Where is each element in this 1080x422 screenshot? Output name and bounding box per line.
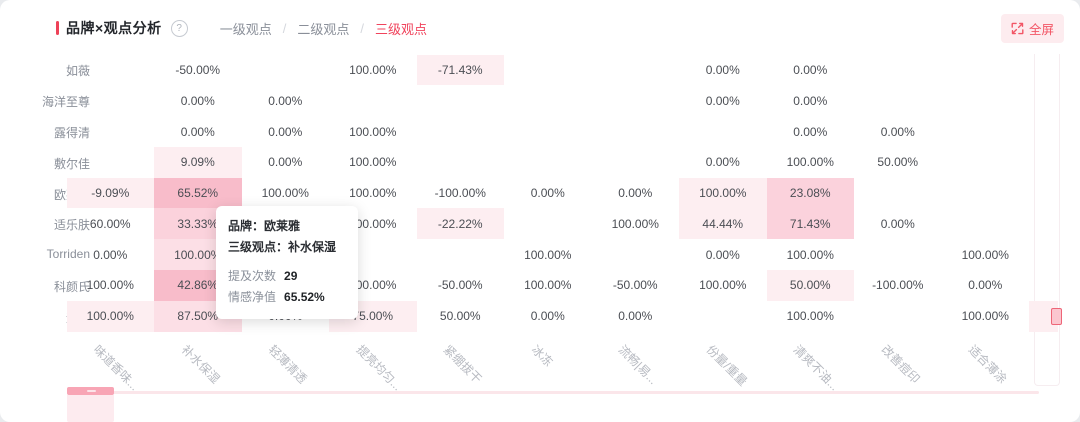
title-accent-bar <box>56 21 59 35</box>
heatmap-cell[interactable]: 60.00% <box>89 216 131 231</box>
y-axis-label: Torriden <box>46 247 90 262</box>
heatmap-cell[interactable]: 0.00% <box>618 309 653 324</box>
x-axis-label: 轻薄清透 <box>265 342 310 387</box>
heatmap-cell[interactable]: 100.00% <box>961 247 1009 262</box>
horizontal-scrollbar-window[interactable] <box>67 395 114 422</box>
tab-separator: / <box>282 20 287 36</box>
heatmap-cell[interactable]: 100.00% <box>349 155 397 170</box>
heatmap-cell[interactable]: 0.00% <box>268 155 303 170</box>
heatmap-cell[interactable]: -22.22% <box>416 208 504 240</box>
heatmap-cell[interactable]: 0.00% <box>793 93 828 108</box>
fullscreen-button[interactable]: 全屏 <box>1000 13 1064 43</box>
heatmap-cell[interactable]: 100.00% <box>524 278 572 293</box>
heatmap-cell[interactable]: 50.00% <box>766 269 854 301</box>
heatmap-cell[interactable]: 100.00% <box>699 278 747 293</box>
heatmap-cell[interactable]: 100.00% <box>349 124 397 139</box>
heatmap-cell[interactable]: 0.00% <box>268 124 303 139</box>
heatmap-cell[interactable]: 9.09% <box>154 146 242 178</box>
heatmap-cell[interactable]: 50.00% <box>877 155 919 170</box>
heatmap-tooltip: 品牌：欧莱雅 三级观点：补水保湿 提及次数 29 情感净值 65.52% <box>216 206 358 319</box>
heatmap-cell[interactable]: 100.00% <box>786 247 834 262</box>
heatmap-cell[interactable]: 50.00% <box>439 309 481 324</box>
x-axis-label: 份量/重量 <box>703 342 750 389</box>
heatmap-cell[interactable]: 0.00% <box>180 93 215 108</box>
heatmap-cell[interactable]: 100.00% <box>786 155 834 170</box>
tab-level-3[interactable]: 三级观点 <box>374 21 427 37</box>
heatmap-cell[interactable]: -50.00% <box>437 278 483 293</box>
y-axis-label: 敷尔佳 <box>53 156 90 171</box>
heatmap-cell[interactable]: 0.00% <box>93 247 128 262</box>
heatmap-cell[interactable]: 100.00% <box>611 216 659 231</box>
heatmap-cell[interactable]: -50.00% <box>612 278 658 293</box>
help-icon[interactable]: ? <box>170 19 188 37</box>
tab-separator: / <box>360 20 364 36</box>
heatmap-cell[interactable]: 23.08% <box>766 177 854 209</box>
horizontal-scrollbar-thumb[interactable] <box>67 387 114 395</box>
panel-title: 品牌×观点分析 <box>66 20 162 36</box>
heatmap-cell[interactable]: 71.43% <box>766 208 854 240</box>
heatmap-cell[interactable]: 0.00% <box>968 278 1003 293</box>
heatmap-cell[interactable]: 0.00% <box>705 247 740 262</box>
y-axis-label: 适乐肤 <box>53 218 90 233</box>
heatmap-cell[interactable]: -50.00% <box>175 62 221 77</box>
heatmap-cell[interactable]: 0.00% <box>618 186 653 201</box>
x-axis-label: 清爽不油... <box>790 342 842 394</box>
heatmap-cell[interactable]: 100.00% <box>524 247 572 262</box>
heatmap-cell[interactable]: 100.00% <box>349 216 397 231</box>
heatmap-cell[interactable]: 0.00% <box>180 124 215 139</box>
tooltip-brand-line: 品牌：欧莱雅 <box>228 219 301 233</box>
heatmap-cell[interactable]: 100.00% <box>349 278 397 293</box>
heatmap-cell[interactable]: 100.00% <box>786 309 834 324</box>
heatmap-cell[interactable]: 100.00% <box>66 300 154 332</box>
x-axis-label: 改善痘印 <box>878 342 923 387</box>
heatmap-cell[interactable]: 100.00% <box>86 278 134 293</box>
x-axis-label: 适合薄涂 <box>965 342 1010 387</box>
fullscreen-icon <box>1011 22 1024 34</box>
heatmap-cell[interactable]: -100.00% <box>434 186 486 201</box>
heatmap-cell[interactable]: 0.00% <box>530 309 565 324</box>
heatmap-cell[interactable]: 100.00% <box>961 309 1009 324</box>
heatmap-cell[interactable]: -100.00% <box>872 278 924 293</box>
heatmap-cell[interactable]: 0.00% <box>705 62 740 77</box>
y-axis-label: 露得清 <box>53 126 90 141</box>
x-axis-label: 冰冻 <box>528 342 556 370</box>
horizontal-scrollbar-track[interactable] <box>67 391 1039 394</box>
heatmap-cell[interactable]: 100.00% <box>261 186 309 201</box>
heatmap-cell[interactable]: 0.00% <box>793 124 828 139</box>
vertical-scrollbar-handle[interactable] <box>1051 308 1062 325</box>
tab-level-2[interactable]: 二级观点 <box>297 21 350 37</box>
x-axis-label: 流畅|易... <box>615 342 661 388</box>
tooltip-level-line: 三级观点：补水保湿 <box>228 240 337 254</box>
level-tabs: 一级观点 / 二级观点 / 三级观点 <box>218 19 429 38</box>
fullscreen-label: 全屏 <box>1028 22 1054 37</box>
heatmap-cell[interactable]: 0.00% <box>530 186 565 201</box>
partial-next-column <box>1034 54 1060 386</box>
heatmap-cell[interactable]: 100.00% <box>349 62 397 77</box>
tooltip-mentions-line: 提及次数 29 <box>228 269 298 283</box>
heatmap-cell[interactable]: 0.00% <box>705 155 740 170</box>
heatmap-cell[interactable]: 100.00% <box>679 177 767 209</box>
x-axis-label: 提亮均匀... <box>353 342 405 394</box>
tooltip-sentiment-line: 情感净值 65.52% <box>228 290 325 304</box>
heatmap-cell[interactable]: 0.00% <box>793 62 828 77</box>
heatmap-cell[interactable]: -9.09% <box>66 177 154 209</box>
y-axis-label: 科颜氏 <box>53 279 90 294</box>
heatmap-cell[interactable]: 100.00% <box>349 186 397 201</box>
panel-header: 品牌×观点分析 ? 一级观点 / 二级观点 / 三级观点 全屏 <box>56 13 1064 43</box>
x-axis-label: 补水保湿 <box>178 342 223 387</box>
x-axis-label: 紧绷拔干 <box>440 342 485 387</box>
heatmap-cell[interactable]: -71.43% <box>416 54 504 86</box>
y-axis-label: 如薇 <box>65 64 90 79</box>
tab-level-1[interactable]: 一级观点 <box>219 21 272 37</box>
heatmap-cell[interactable]: 65.52% <box>154 177 242 209</box>
heatmap-cell[interactable]: 0.00% <box>705 93 740 108</box>
heatmap-cell[interactable]: 0.00% <box>880 216 915 231</box>
heatmap-cell[interactable]: 44.44% <box>679 208 767 240</box>
heatmap-cell[interactable]: 0.00% <box>880 124 915 139</box>
y-axis-label: 海洋至尊 <box>41 95 90 110</box>
heatmap-cell[interactable]: 0.00% <box>268 93 303 108</box>
